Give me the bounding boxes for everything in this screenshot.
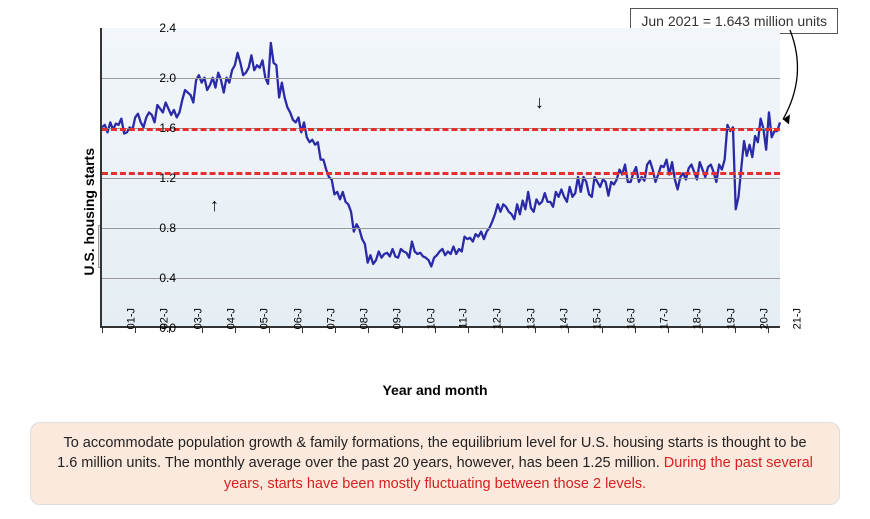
x-tick-label: 02-J: [159, 308, 171, 329]
y-tick-label: 1.6: [159, 121, 176, 135]
x-tick-label: 14-J: [558, 308, 570, 329]
x-tick-label: 05-J: [259, 308, 271, 329]
x-tick-label: 20-J: [758, 308, 770, 329]
y-tick-label: 2.4: [159, 21, 176, 35]
y-tick-label: 2.0: [159, 71, 176, 85]
x-tick-label: 16-J: [625, 308, 637, 329]
x-tick-mark: [468, 328, 469, 333]
refline-equilibrium: [102, 128, 780, 131]
x-tick-label: 18-J: [692, 308, 704, 329]
arrow-up-icon: ↑: [210, 195, 219, 216]
gridline: [102, 78, 780, 79]
y-tick-label: 1.2: [159, 171, 176, 185]
gridline: [102, 278, 780, 279]
chart-container: Jun 2021 = 1.643 million units Equilibri…: [10, 0, 860, 400]
gridline: [102, 178, 780, 179]
x-tick-label: 08-J: [359, 308, 371, 329]
x-tick-label: 01-J: [125, 308, 137, 329]
x-tick-label: 09-J: [392, 308, 404, 329]
gridline: [102, 228, 780, 229]
x-tick-label: 15-J: [592, 308, 604, 329]
y-axis-label-l1: U.S. housing starts: [81, 148, 97, 276]
x-tick-label: 07-J: [325, 308, 337, 329]
x-tick-label: 10-J: [425, 308, 437, 329]
x-tick-label: 19-J: [725, 308, 737, 329]
x-tick-label: 11-J: [458, 308, 470, 329]
line-series: [102, 28, 780, 326]
x-tick-label: 13-J: [525, 308, 537, 329]
y-tick-label: 0.8: [159, 221, 176, 235]
x-tick-mark: [102, 328, 103, 333]
x-tick-label: 04-J: [225, 308, 237, 329]
refline-average: [102, 172, 780, 175]
x-tick-label: 06-J: [292, 308, 304, 329]
y-tick-label: 0.4: [159, 271, 176, 285]
x-tick-label: 17-J: [658, 308, 670, 329]
x-tick-label: 03-J: [192, 308, 204, 329]
x-axis-label: Year and month: [10, 382, 860, 398]
caption-box: To accommodate population growth & famil…: [30, 422, 840, 505]
x-tick-label: 12-J: [492, 308, 504, 329]
plot-area: [100, 28, 780, 328]
x-tick-label: 21-J: [792, 308, 804, 329]
arrow-down-icon: ↓: [535, 92, 544, 113]
